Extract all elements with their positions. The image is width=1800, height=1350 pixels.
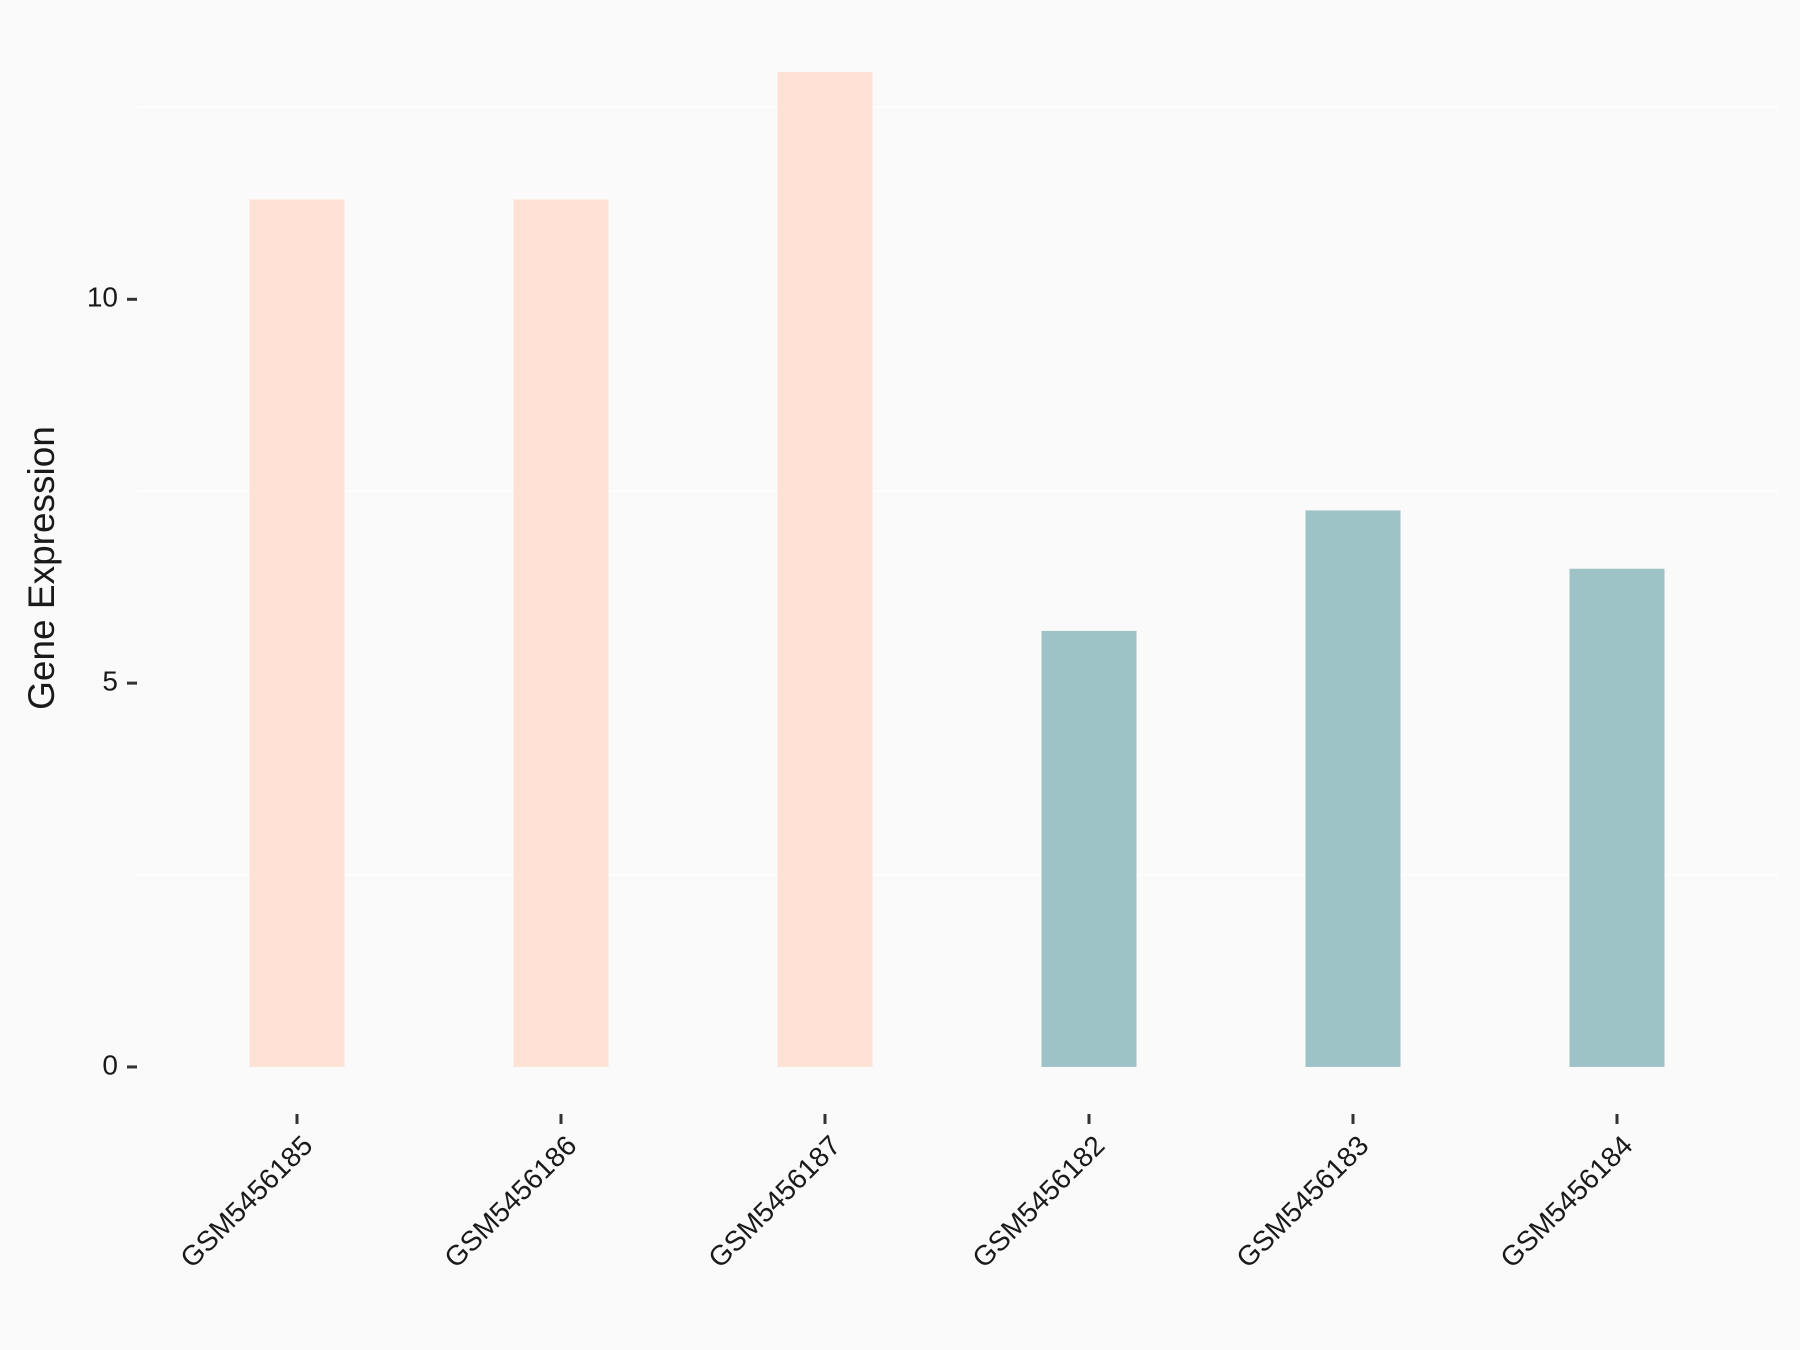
y-tick-label: 10 (87, 282, 118, 313)
bar (1041, 630, 1137, 1067)
y-tick-label: 0 (102, 1049, 118, 1080)
bar (1305, 510, 1401, 1067)
bar (777, 72, 873, 1067)
y-tick-label: 5 (102, 666, 118, 697)
bar (1569, 568, 1665, 1067)
bar (513, 199, 609, 1067)
bar (249, 199, 345, 1067)
y-axis-title: Gene Expression (21, 426, 62, 710)
